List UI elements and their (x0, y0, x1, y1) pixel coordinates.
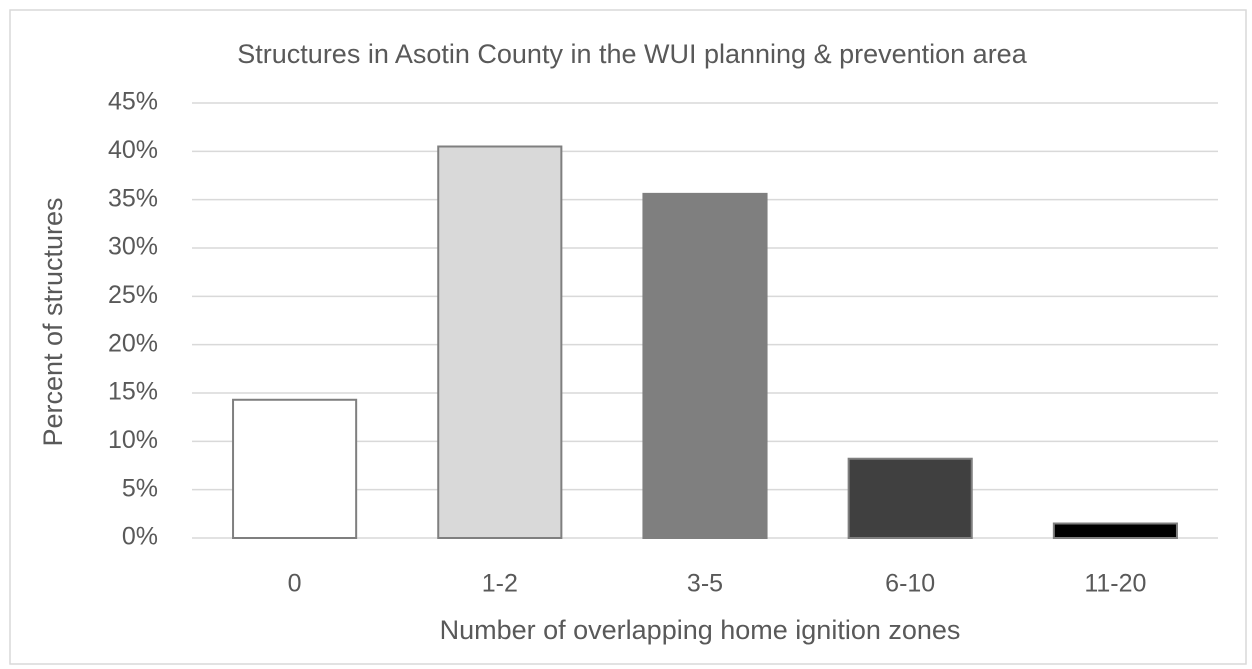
chart-frame (9, 9, 1247, 665)
y-tick-label: 20% (108, 329, 158, 357)
y-axis-label: Percent of structures (38, 197, 68, 446)
y-tick-label: 0% (122, 523, 158, 551)
bar (437, 145, 563, 539)
bar (847, 457, 973, 540)
chart-title: Structures in Asotin County in the WUI p… (237, 39, 1027, 69)
y-tick-label: 5% (122, 474, 158, 502)
x-tick-label: 0 (288, 570, 302, 598)
x-axis-label: Number of overlapping home ignition zone… (440, 615, 961, 645)
y-tick-label: 40% (108, 136, 158, 164)
y-tick-label: 35% (108, 184, 158, 212)
y-tick-label: 45% (108, 88, 158, 116)
y-tick-label: 25% (108, 281, 158, 309)
y-tick-label: 30% (108, 233, 158, 261)
x-tick-label: 3-5 (687, 570, 723, 598)
bar (1052, 522, 1178, 539)
x-tick-label: 6-10 (885, 570, 935, 598)
y-tick-label: 10% (108, 426, 158, 454)
x-tick-label: 11-20 (1084, 570, 1146, 598)
x-tick-label: 1-2 (482, 570, 518, 598)
bar (232, 398, 358, 539)
bar (642, 192, 768, 539)
y-tick-label: 15% (108, 378, 158, 406)
